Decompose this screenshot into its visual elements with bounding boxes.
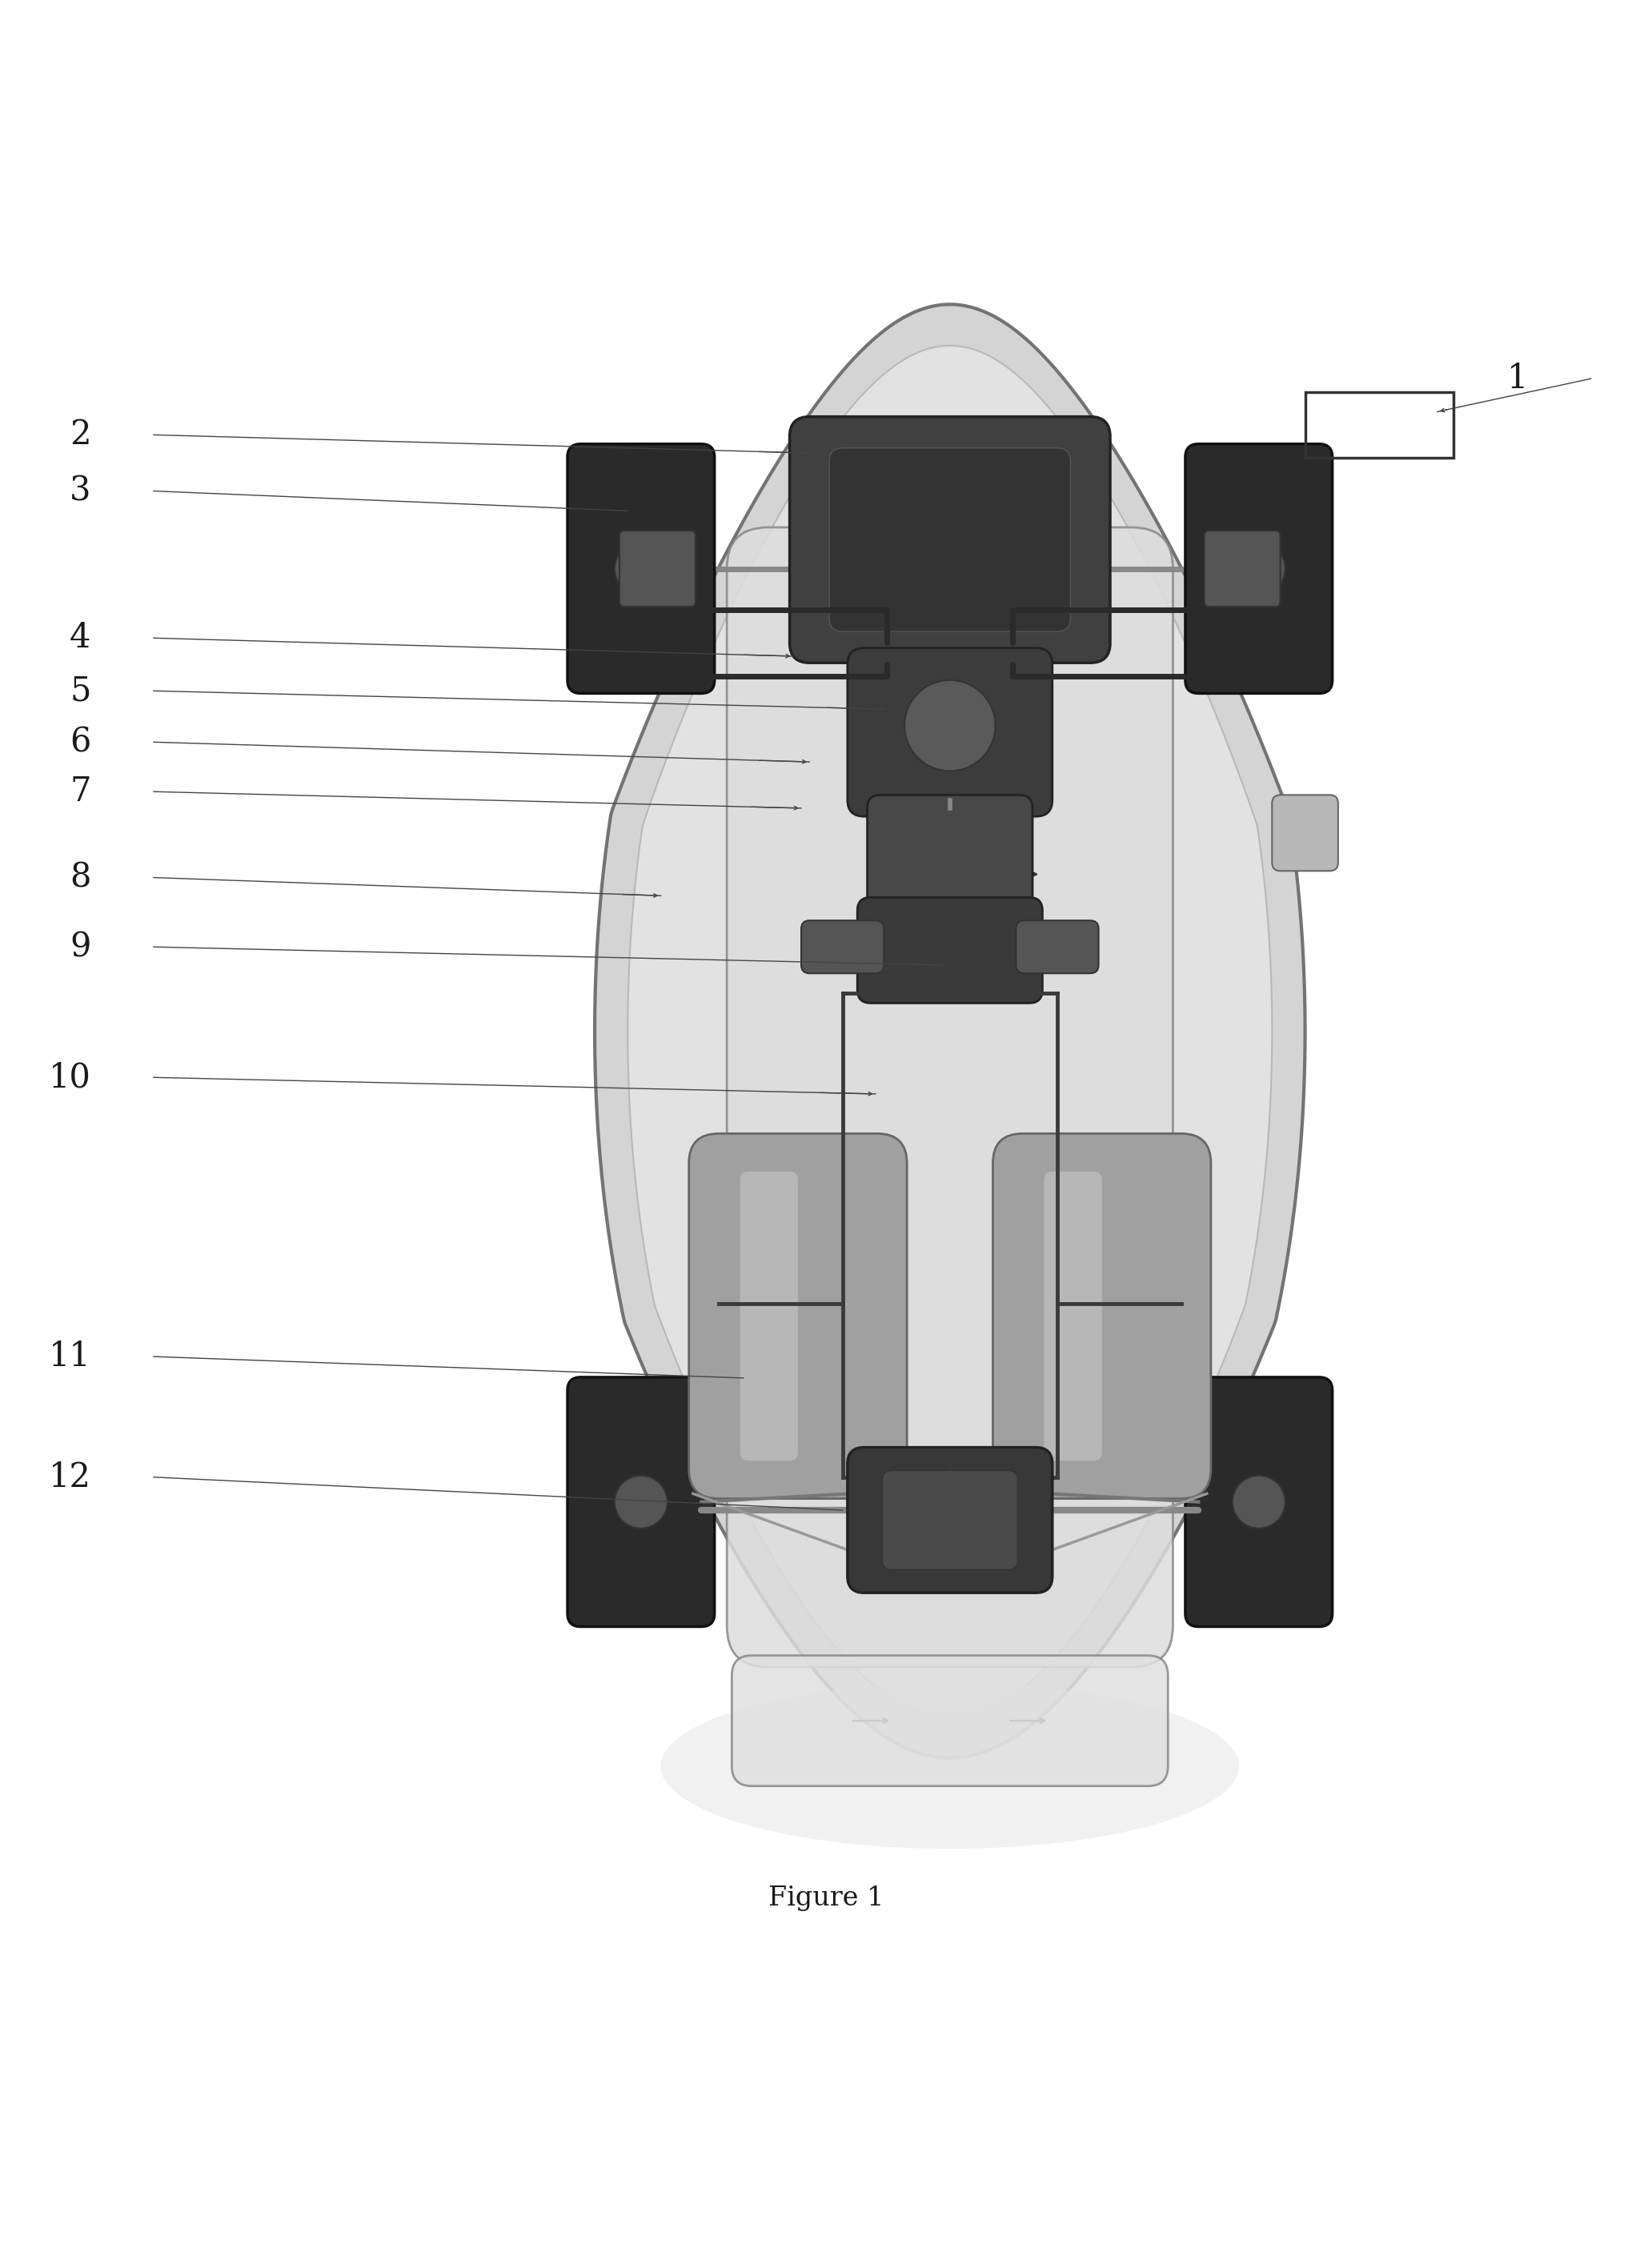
FancyBboxPatch shape <box>727 527 1173 1667</box>
FancyBboxPatch shape <box>732 1656 1168 1786</box>
Text: 5: 5 <box>69 673 91 707</box>
FancyBboxPatch shape <box>867 794 1032 929</box>
Text: 8: 8 <box>69 862 91 895</box>
Ellipse shape <box>1232 1477 1285 1528</box>
Text: 12: 12 <box>48 1461 91 1495</box>
Text: 9: 9 <box>69 929 91 963</box>
FancyBboxPatch shape <box>847 649 1052 817</box>
Ellipse shape <box>615 543 667 595</box>
Ellipse shape <box>615 1477 667 1528</box>
FancyBboxPatch shape <box>993 1133 1211 1499</box>
Text: 2: 2 <box>69 417 91 451</box>
Ellipse shape <box>661 1683 1239 1849</box>
FancyBboxPatch shape <box>801 920 884 974</box>
Polygon shape <box>595 305 1305 1757</box>
FancyBboxPatch shape <box>882 1470 1018 1569</box>
FancyBboxPatch shape <box>829 449 1070 631</box>
FancyBboxPatch shape <box>689 1133 907 1499</box>
Text: 1: 1 <box>1507 361 1528 395</box>
FancyBboxPatch shape <box>847 1447 1052 1593</box>
FancyBboxPatch shape <box>568 1378 714 1627</box>
Text: 10: 10 <box>48 1061 91 1095</box>
FancyBboxPatch shape <box>1044 1171 1102 1461</box>
Text: 6: 6 <box>69 725 91 758</box>
Text: Figure 1: Figure 1 <box>768 1885 884 1912</box>
FancyBboxPatch shape <box>1204 530 1280 606</box>
Bar <box>1305 393 1454 458</box>
FancyBboxPatch shape <box>620 530 695 606</box>
FancyBboxPatch shape <box>790 417 1110 662</box>
FancyBboxPatch shape <box>857 898 1042 1003</box>
FancyBboxPatch shape <box>1186 1378 1332 1627</box>
FancyBboxPatch shape <box>1186 444 1332 693</box>
Text: 11: 11 <box>48 1340 91 1373</box>
Polygon shape <box>628 346 1272 1717</box>
Ellipse shape <box>1232 543 1285 595</box>
FancyBboxPatch shape <box>740 1171 798 1461</box>
FancyBboxPatch shape <box>1272 794 1338 871</box>
Text: 7: 7 <box>69 774 91 808</box>
FancyBboxPatch shape <box>1016 920 1099 974</box>
FancyBboxPatch shape <box>568 444 714 693</box>
Ellipse shape <box>905 680 995 772</box>
Text: 4: 4 <box>69 622 91 655</box>
Text: 3: 3 <box>69 473 91 507</box>
